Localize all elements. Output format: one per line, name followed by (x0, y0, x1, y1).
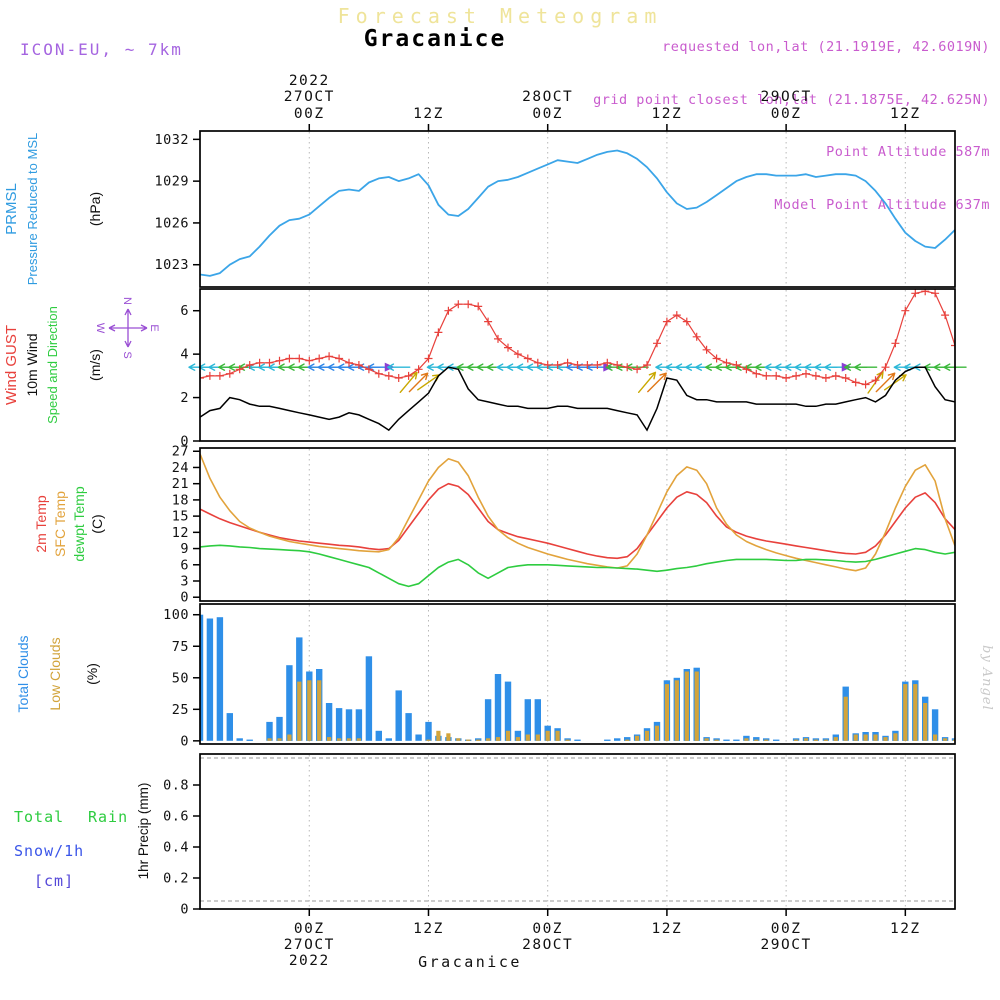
svg-text:0: 0 (180, 434, 189, 450)
svg-text:27OCT: 27OCT (284, 937, 335, 953)
svg-text:29OCT: 29OCT (761, 89, 812, 105)
svg-text:28OCT: 28OCT (522, 89, 573, 105)
svg-text:18: 18 (172, 492, 189, 508)
svg-text:29OCT: 29OCT (761, 937, 812, 953)
svg-text:12Z: 12Z (413, 921, 444, 937)
prmsl-label: PRMSL (3, 183, 20, 235)
compass-arrows (108, 308, 148, 348)
pressure-msl-label: Pressure Reduced to MSL (25, 133, 40, 285)
wind-10m-label: 10m Wind (24, 333, 40, 396)
svg-text:00Z: 00Z (532, 106, 563, 122)
svg-text:2022: 2022 (289, 73, 330, 89)
svg-text:50: 50 (172, 670, 189, 686)
geo-info-block: requested lon,lat (21.1919E, 42.6019N) g… (593, 4, 990, 249)
wind-gust-label: Wind GUST (3, 325, 20, 405)
svg-text:00Z: 00Z (294, 106, 325, 122)
svg-text:12Z: 12Z (413, 106, 444, 122)
wind-speed-line (200, 366, 955, 432)
low-clouds-label: Low Clouds (47, 637, 63, 710)
total-clouds-label: Total Clouds (15, 635, 31, 712)
svg-text:2022: 2022 (289, 953, 330, 969)
svg-text:0: 0 (180, 590, 189, 606)
total-rain-label-2: Rain (88, 808, 128, 826)
grid-point-lonlat: grid point closest lon,lat (21.1875E, 42… (593, 91, 990, 108)
cm-unit-label: [cm] (34, 872, 74, 890)
svg-text:1023: 1023 (154, 257, 189, 273)
svg-text:4: 4 (180, 347, 189, 363)
temp-dewpt-label: dewpt Temp (71, 486, 87, 561)
panel-borders (199, 130, 956, 910)
gridlines (200, 132, 955, 908)
svg-text:0.8: 0.8 (163, 778, 189, 794)
hpa-unit-label: (hPa) (87, 192, 103, 226)
svg-text:100: 100 (163, 607, 189, 623)
percent-unit-label: (%) (84, 663, 100, 685)
svg-text:75: 75 (172, 639, 189, 655)
snow-label: Snow/1h (14, 842, 84, 860)
precip-unit-label: 1hr Precip (mm) (136, 783, 151, 880)
author-watermark: by Angel (979, 645, 994, 711)
svg-text:6: 6 (180, 303, 189, 319)
cloud-bars (200, 614, 955, 741)
compass-east-label: E (148, 324, 160, 331)
y-axis: 1023102610291032024603691215182124270255… (154, 132, 200, 918)
svg-text:28OCT: 28OCT (522, 937, 573, 953)
wind-gust-line (200, 289, 955, 389)
svg-text:1026: 1026 (154, 215, 189, 231)
temp-2m-label: 2m Temp (33, 495, 49, 553)
compass-west-label: W (94, 323, 106, 334)
total-rain-label-1: Total (14, 808, 64, 826)
model-label: ICON-EU, ~ 7km (20, 40, 183, 59)
panel-axis-titles: PRMSL Pressure Reduced to MSL (hPa) Wind… (3, 133, 160, 890)
svg-text:00Z: 00Z (771, 106, 802, 122)
svg-text:2: 2 (180, 390, 189, 406)
svg-text:00Z: 00Z (771, 921, 802, 937)
svg-text:1029: 1029 (154, 174, 189, 190)
faint-page-title: Forecast Meteogram (337, 4, 663, 28)
generated-chart-layers: 1023102610291032024603691215182124270255… (154, 73, 967, 969)
compass-south-label: S (121, 351, 133, 358)
svg-text:25: 25 (172, 702, 189, 718)
svg-text:6: 6 (180, 557, 189, 573)
svg-text:3: 3 (180, 573, 189, 589)
x-axis: 00Z00Z27OCT27OCT2022202212Z12Z00Z00Z28OC… (284, 73, 921, 969)
speed-direction-label: Speed and Direction (45, 306, 60, 424)
svg-text:00Z: 00Z (294, 921, 325, 937)
svg-text:12: 12 (172, 525, 189, 541)
svg-text:24: 24 (172, 460, 189, 476)
svg-text:27OCT: 27OCT (284, 89, 335, 105)
temperature-lines (200, 453, 955, 588)
temp-sfc-label: SFC Temp (52, 491, 68, 557)
svg-text:0.6: 0.6 (163, 809, 189, 825)
svg-text:0: 0 (180, 733, 189, 749)
point-altitude: Point Altitude 587m (826, 144, 990, 160)
svg-text:12Z: 12Z (652, 106, 683, 122)
footer-station-label: Gracanice (418, 953, 522, 971)
svg-text:0: 0 (180, 902, 189, 918)
svg-text:27: 27 (172, 444, 189, 460)
svg-text:0.2: 0.2 (163, 871, 189, 887)
ms-unit-label: (m/s) (87, 349, 103, 381)
svg-text:00Z: 00Z (532, 921, 563, 937)
station-title: Gracanice (363, 26, 507, 52)
requested-lonlat: requested lon,lat (21.1919E, 42.6019N) (662, 39, 990, 55)
celsius-unit-label: (C) (89, 514, 105, 533)
svg-text:0.4: 0.4 (163, 840, 189, 856)
svg-text:12Z: 12Z (652, 921, 683, 937)
pressure-line (200, 149, 955, 277)
svg-text:12Z: 12Z (890, 106, 921, 122)
wind-compass-legend: N S W E (94, 297, 160, 359)
model-altitude: Model Point Altitude 637m (774, 196, 990, 213)
compass-north-label: N (121, 297, 133, 305)
svg-text:21: 21 (172, 476, 189, 492)
svg-text:1032: 1032 (154, 132, 189, 148)
svg-text:9: 9 (180, 541, 189, 557)
svg-text:12Z: 12Z (890, 921, 921, 937)
svg-text:15: 15 (172, 509, 189, 525)
